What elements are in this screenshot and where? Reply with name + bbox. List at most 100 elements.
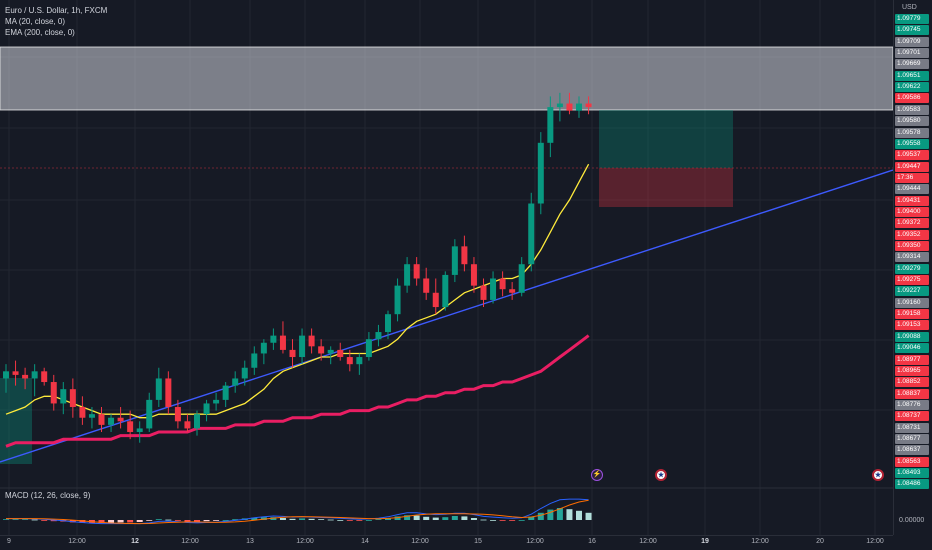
time-axis-label: 12:00: [526, 538, 544, 545]
candle-body[interactable]: [194, 414, 200, 429]
candle-body[interactable]: [509, 289, 516, 293]
candle-body[interactable]: [442, 274, 449, 308]
candle-body[interactable]: [69, 389, 76, 408]
time-axis-label: 9: [7, 538, 11, 545]
candle-body[interactable]: [337, 349, 344, 358]
price-chart[interactable]: [0, 0, 893, 535]
candle-body[interactable]: [279, 335, 286, 350]
time-axis-label: 12:00: [296, 538, 314, 545]
candle-body[interactable]: [31, 371, 38, 379]
candle-body[interactable]: [470, 264, 477, 286]
candle-body[interactable]: [537, 142, 544, 204]
candle-body[interactable]: [365, 339, 372, 358]
candle-body[interactable]: [318, 346, 325, 354]
candle-body[interactable]: [423, 278, 430, 293]
candle-body[interactable]: [22, 374, 29, 379]
candle-body[interactable]: [461, 246, 468, 265]
price-axis-label: 1.09745: [895, 25, 929, 36]
candle-body[interactable]: [88, 414, 95, 418]
candle-body[interactable]: [213, 399, 220, 404]
time-axis-label: 12: [131, 538, 139, 545]
candle-body[interactable]: [566, 103, 573, 111]
macd-bar: [470, 518, 477, 520]
currency-label[interactable]: USD: [902, 4, 917, 11]
candle-body[interactable]: [79, 407, 86, 418]
candle-body[interactable]: [308, 335, 315, 347]
price-axis-label: 1.09537: [895, 150, 929, 161]
resistance-zone[interactable]: [0, 46, 893, 111]
time-axis[interactable]: [0, 535, 893, 550]
take-profit-zone[interactable]: [599, 110, 733, 168]
price-axis[interactable]: [893, 0, 932, 535]
candle-body[interactable]: [241, 367, 248, 379]
candle-body[interactable]: [270, 335, 277, 343]
macd-bar: [528, 516, 535, 520]
candle-body[interactable]: [385, 314, 391, 333]
macd-bar: [385, 518, 391, 520]
candle-body[interactable]: [576, 103, 582, 111]
us-flag-icon[interactable]: ★: [872, 469, 884, 481]
candle-body[interactable]: [547, 107, 554, 143]
candle-body[interactable]: [518, 264, 525, 293]
candle-body[interactable]: [289, 349, 296, 358]
candle-body[interactable]: [375, 332, 382, 340]
candle-body[interactable]: [232, 378, 239, 386]
candle-body[interactable]: [451, 246, 458, 275]
price-axis-label: 1.08852: [895, 377, 929, 388]
candle-body[interactable]: [356, 357, 363, 365]
price-axis-label: 1.09372: [895, 218, 929, 229]
ma-legend[interactable]: MA (20, close, 0): [5, 17, 66, 26]
macd-bar: [356, 520, 363, 521]
candle-body[interactable]: [3, 371, 9, 379]
macd-bar: [318, 519, 325, 520]
us-flag-icon[interactable]: ★: [655, 469, 667, 481]
candle-body[interactable]: [155, 378, 162, 400]
symbol-title[interactable]: Euro / U.S. Dollar, 1h, FXCM: [5, 6, 108, 15]
stop-loss-zone[interactable]: [599, 168, 733, 207]
time-axis-label: 15: [474, 538, 482, 545]
candle-body[interactable]: [432, 292, 439, 308]
candle-body[interactable]: [480, 285, 487, 300]
candle-body[interactable]: [117, 417, 124, 422]
candle-body[interactable]: [299, 335, 306, 358]
candle-body[interactable]: [60, 389, 67, 404]
trendline[interactable]: [0, 169, 893, 463]
candle-body[interactable]: [260, 342, 267, 354]
candle-body[interactable]: [203, 403, 210, 415]
candle-body[interactable]: [222, 385, 229, 400]
candle-body[interactable]: [174, 407, 181, 422]
time-axis-label: 14: [361, 538, 369, 545]
candle-body[interactable]: [146, 399, 153, 429]
price-axis-label: 1.09160: [895, 297, 929, 308]
price-axis-label: 1.09622: [895, 82, 929, 93]
candle-body[interactable]: [404, 264, 411, 286]
lightning-icon[interactable]: ⚡: [591, 469, 603, 481]
candle-body[interactable]: [251, 353, 258, 368]
candle-body[interactable]: [490, 278, 497, 300]
macd-bar: [260, 517, 267, 520]
price-axis-label: 1.09583: [895, 104, 929, 115]
candle-body[interactable]: [327, 349, 334, 354]
candle-body[interactable]: [50, 382, 57, 404]
candle-body[interactable]: [528, 203, 535, 265]
candle-body[interactable]: [127, 421, 134, 433]
candle-body[interactable]: [98, 414, 105, 425]
macd-legend[interactable]: MACD (12, 26, close, 9): [5, 491, 91, 500]
time-axis-label: 12:00: [866, 538, 884, 545]
price-axis-label: 1.08737: [895, 411, 929, 422]
candle-body[interactable]: [108, 417, 115, 425]
candle-body[interactable]: [556, 103, 563, 108]
candle-body[interactable]: [12, 371, 19, 375]
candle-body[interactable]: [41, 371, 48, 383]
price-axis-label: 1.08493: [895, 468, 929, 478]
ema-legend[interactable]: EMA (200, close, 0): [5, 28, 75, 37]
candle-body[interactable]: [413, 264, 420, 279]
candle-body[interactable]: [585, 103, 592, 108]
candle-body[interactable]: [499, 278, 506, 290]
candle-body[interactable]: [136, 428, 143, 433]
candle-body[interactable]: [184, 421, 191, 429]
macd-bar: [165, 519, 172, 521]
candle-body[interactable]: [394, 285, 401, 315]
candle-body[interactable]: [346, 357, 353, 365]
candle-body[interactable]: [165, 378, 172, 408]
